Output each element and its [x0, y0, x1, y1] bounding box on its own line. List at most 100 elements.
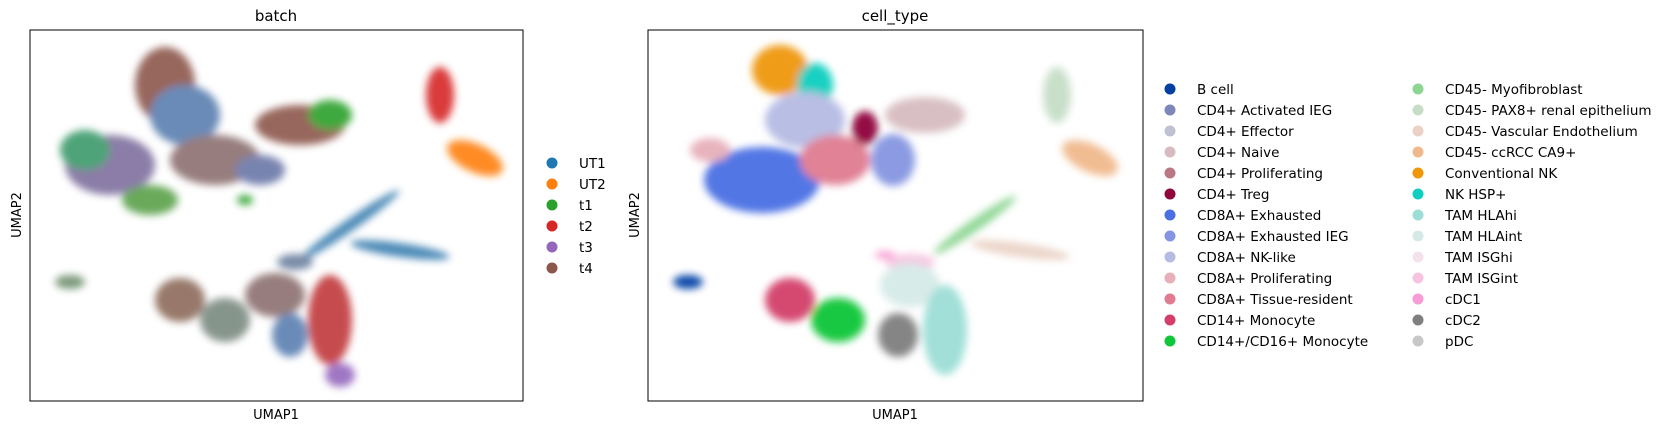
cell-type-blob [923, 285, 967, 375]
legend-marker [546, 220, 558, 232]
panel-cell-type-ylabel: UMAP2 [628, 192, 643, 238]
legend-marker [1412, 125, 1424, 137]
batch-blob [308, 100, 352, 130]
legend-label: TAM HLAhi [1444, 208, 1517, 224]
legend-label: TAM ISGint [1444, 271, 1518, 287]
cell-type-blob [970, 240, 1070, 260]
legend-item-tam-hlahi: TAM HLAhi [1412, 208, 1517, 224]
legend-marker [1412, 146, 1424, 158]
legend-label: cDC2 [1445, 313, 1481, 329]
legend-item-ut2: UT2 [546, 177, 606, 193]
legend-marker [1164, 251, 1176, 263]
legend-item-t1: t1 [546, 198, 593, 214]
legend-item-cd4-treg: CD4+ Treg [1164, 187, 1269, 203]
legend-marker [1164, 125, 1176, 137]
batch-blob [300, 190, 400, 260]
legend-label: B cell [1197, 82, 1234, 98]
legend-marker [546, 199, 558, 211]
cell-type-blob [811, 298, 865, 342]
legend-label: CD8A+ Tissue-resident [1197, 292, 1353, 308]
legend-item-ut1: UT1 [546, 156, 606, 172]
legend-label: UT1 [579, 156, 606, 172]
legend-item-cd14-cd16-monocyte: CD14+/CD16+ Monocyte [1164, 334, 1368, 350]
cell-type-blob [704, 147, 820, 213]
legend-marker [1412, 251, 1424, 263]
legend-label: CD4+ Naive [1197, 145, 1279, 161]
cell-type-blob [880, 263, 940, 307]
legend-marker [1412, 188, 1424, 200]
batch-blob [277, 254, 313, 270]
legend-marker [1164, 314, 1176, 326]
legend-label: CD14+/CD16+ Monocyte [1197, 334, 1368, 350]
legend-item-cd8a-nk-like: CD8A+ NK-like [1164, 250, 1296, 266]
cell-type-blob [765, 92, 845, 148]
legend-marker [1164, 146, 1176, 158]
panel-cell-type: cell_type [628, 7, 1652, 423]
legend-marker [1164, 167, 1176, 179]
legend-label: CD45- ccRCC CA9+ [1445, 145, 1576, 161]
legend-label: CD45- Vascular Endothelium [1445, 124, 1638, 140]
legend-marker [546, 262, 558, 274]
panel-batch-frame [29, 29, 524, 402]
legend-item-cd45-ccrcc-ca9: CD45- ccRCC CA9+ [1412, 145, 1576, 161]
legend-label: CD8A+ Exhausted [1197, 208, 1321, 224]
panel-cell-type-legend: B cell CD4+ Activated IEG CD4+ Effector CD4… [1164, 82, 1652, 350]
legend-item-t2: t2 [546, 219, 593, 235]
legend-marker [1164, 230, 1176, 242]
legend-item-conventional-nk: Conventional NK [1412, 166, 1558, 182]
batch-blob [325, 363, 355, 387]
legend-marker [1412, 314, 1424, 326]
legend-item-cd4-proliferating: CD4+ Proliferating [1164, 166, 1323, 182]
legend-label: CD4+ Effector [1197, 124, 1294, 140]
legend-marker [1412, 230, 1424, 242]
legend-marker [1412, 272, 1424, 284]
legend-label: CD45- PAX8+ renal epithelium [1445, 103, 1652, 119]
batch-blob [235, 155, 285, 185]
cell-type-blob [878, 313, 918, 357]
legend-item-cd8a-exhausted: CD8A+ Exhausted [1164, 208, 1321, 224]
cell-type-blob [933, 195, 1017, 255]
panel-batch-ylabel: UMAP2 [10, 192, 25, 238]
cell-type-blob [871, 134, 915, 186]
batch-blob [122, 185, 178, 215]
legend-item-cd4-effector: CD4+ Effector [1164, 124, 1294, 140]
legend-label: t2 [579, 219, 593, 235]
cell-type-blob [875, 251, 895, 259]
legend-label: NK HSP+ [1445, 187, 1506, 203]
legend-marker [1164, 188, 1176, 200]
cell-type-blob [1062, 140, 1118, 176]
legend-item-cdc1: cDC1 [1412, 292, 1481, 308]
legend-marker [1164, 83, 1176, 95]
legend-item-b-cell: B cell [1164, 82, 1234, 98]
legend-item-cd8a-proliferating: CD8A+ Proliferating [1164, 271, 1332, 287]
panel-batch-xlabel: UMAP1 [253, 408, 299, 423]
legend-label: CD14+ Monocyte [1197, 313, 1315, 329]
panel-cell-type-points [673, 45, 1118, 375]
legend-item-t4: t4 [546, 261, 593, 277]
cell-type-blob [800, 135, 870, 185]
legend-item-tam-hlaint: TAM HLAint [1412, 229, 1522, 245]
legend-label: TAM ISGhi [1444, 250, 1513, 266]
legend-label: TAM HLAint [1444, 229, 1522, 245]
legend-item-cd4-naive: CD4+ Naive [1164, 145, 1279, 161]
panel-cell-type-xlabel: UMAP1 [872, 408, 918, 423]
legend-marker [1412, 209, 1424, 221]
legend-item-cdc2: cDC2 [1412, 313, 1481, 329]
legend-label: Conventional NK [1445, 166, 1558, 182]
legend-item-cd45-vascular-endothelium: CD45- Vascular Endothelium [1412, 124, 1638, 140]
panel-batch-title: batch [255, 7, 297, 25]
legend-marker [546, 157, 558, 169]
cell-type-blob [1043, 67, 1071, 123]
legend-marker [1164, 272, 1176, 284]
legend-label: CD4+ Proliferating [1197, 166, 1323, 182]
legend-label: CD8A+ NK-like [1197, 250, 1296, 266]
panel-cell-type-title: cell_type [862, 7, 929, 26]
batch-blob [60, 130, 110, 170]
legend-marker [546, 178, 558, 190]
legend-label: CD4+ Activated IEG [1197, 103, 1332, 119]
batch-blob [350, 240, 450, 260]
legend-marker [1412, 293, 1424, 305]
legend-label: t1 [579, 198, 593, 214]
legend-marker [546, 241, 558, 253]
